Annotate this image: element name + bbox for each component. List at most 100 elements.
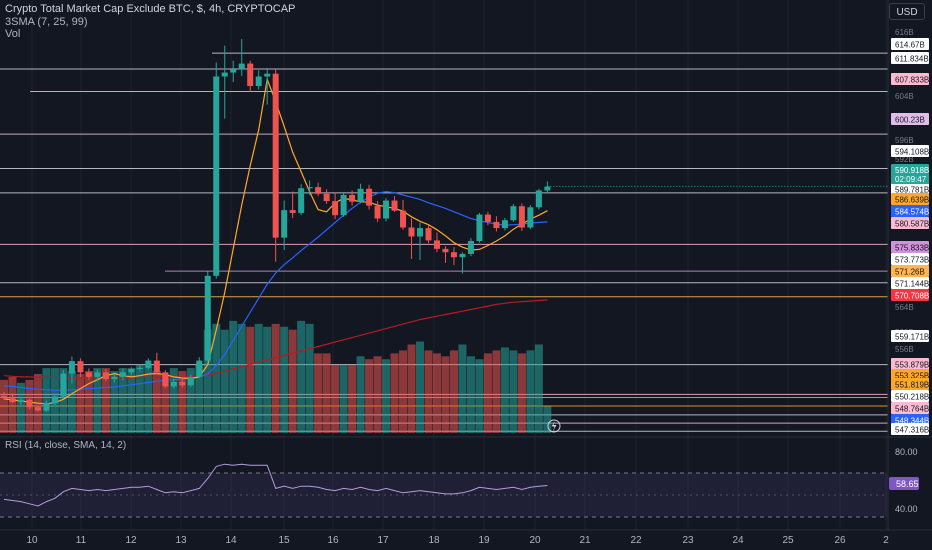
candle-body [391, 200, 398, 211]
candle-body [119, 372, 126, 377]
volume-bar [212, 323, 221, 433]
price-tick-label: 596B [895, 136, 914, 145]
volume-bar [101, 368, 110, 433]
candle-body [136, 367, 143, 369]
volume-bar [466, 356, 475, 433]
time-axis-label: 14 [225, 535, 237, 546]
price-tick-label: 556B [895, 345, 914, 354]
bar-countdown: 02:09:47 [895, 175, 927, 184]
candle-body [366, 188, 373, 206]
chart-grid [31, 0, 887, 530]
volume-bar [348, 365, 357, 433]
volume-bar [237, 323, 246, 433]
candle-body [374, 205, 381, 219]
price-tag [891, 265, 929, 277]
candle-body [179, 381, 186, 386]
volume-bar [195, 365, 204, 433]
rsi-pane: RSI (14, close, SMA, 14, 2) 80.00 40.00 58.… [0, 436, 932, 518]
candle-body [408, 227, 415, 237]
price-tick-label: 564B [895, 303, 914, 312]
candle-body [204, 275, 211, 361]
rsi-legend: RSI (14, close, SMA, 14, 2) [5, 440, 126, 451]
volume-bar [322, 353, 331, 433]
price-tag [891, 38, 929, 50]
chart-title: Crypto Total Market Cap Exclude BTC, $, … [5, 3, 296, 15]
volume-bar [331, 365, 340, 433]
candle-body [289, 210, 296, 213]
currency-button[interactable]: USD [889, 3, 925, 20]
candle-body [111, 376, 118, 380]
price-tags: 614.67B 611.834B 607.833B 600.23B 594.108B 58… [547, 38, 929, 435]
rsi-value-tag [889, 477, 919, 490]
price-tag-label: 589.781B [895, 186, 929, 195]
price-tag [891, 217, 929, 229]
volume-bar [84, 371, 93, 433]
candle-body [26, 399, 33, 408]
candle-body [170, 381, 177, 387]
price-tag-label: 607.833B [895, 76, 929, 85]
volume-bars [0, 320, 552, 433]
last-price-label: 590.918B [895, 166, 929, 175]
volume-bar [93, 368, 102, 433]
candle-body [221, 72, 228, 77]
candle-body [467, 240, 474, 254]
price-tag-label: 571.26B [895, 268, 925, 277]
time-axis-label: 23 [682, 535, 694, 546]
candle-body [357, 188, 364, 202]
price-tag-label: 584.574B [895, 208, 929, 217]
last-price-tag [891, 164, 929, 184]
volume-bar [118, 368, 127, 433]
candle-body [306, 187, 313, 189]
price-tag [891, 52, 929, 64]
candle-body [442, 248, 449, 253]
price-tag-label: 614.67B [895, 41, 925, 50]
volume-bar [314, 353, 323, 433]
candle-body [332, 201, 339, 216]
candle-body [264, 73, 271, 77]
price-tick-label: 616B [895, 28, 914, 37]
volume-bar [526, 350, 535, 433]
time-axis-label: 22 [630, 535, 642, 546]
sma25-line [3, 190, 548, 391]
price-tag [891, 145, 929, 157]
candle-body [162, 372, 169, 387]
volume-bar [534, 344, 543, 433]
time-axis-label: 10 [26, 535, 38, 546]
volume-bar [59, 368, 68, 433]
volume-bar [67, 371, 76, 433]
price-tag [891, 358, 929, 370]
volume-bar [76, 374, 85, 433]
price-tag-label: 553.325B [895, 372, 929, 381]
volume-bar [449, 350, 458, 433]
price-tag [891, 193, 929, 205]
candle-body [128, 368, 135, 373]
volume-bar [441, 356, 450, 433]
price-tag-label: 575.833B [895, 244, 929, 253]
volume-legend[interactable]: Vol [5, 28, 21, 40]
price-tag-label: 573.773B [895, 256, 929, 265]
candle-body [340, 194, 347, 216]
volume-bar [135, 365, 144, 433]
candle-body [281, 210, 288, 238]
volume-bar [305, 323, 314, 433]
candle-body [51, 396, 58, 404]
candle-body [238, 63, 245, 70]
candle-body [476, 214, 483, 241]
candle-body [255, 76, 262, 87]
volume-bar [178, 371, 187, 433]
lightning-icon[interactable] [547, 419, 561, 433]
time-axis-label: 20 [529, 535, 541, 546]
price-tag-label: 559.171B [895, 333, 929, 342]
candle-body [213, 76, 220, 276]
candle-body [85, 372, 92, 377]
volume-bar [492, 350, 501, 433]
price-tag [891, 183, 929, 195]
sma-legend[interactable]: 3SMA (7, 25, 99) [5, 16, 88, 28]
candle-body [518, 206, 525, 228]
candle-body [383, 200, 390, 219]
volume-bar [144, 365, 153, 433]
time-axis-label: 24 [732, 535, 744, 546]
candle-body [230, 69, 237, 73]
candle-body [450, 252, 457, 258]
